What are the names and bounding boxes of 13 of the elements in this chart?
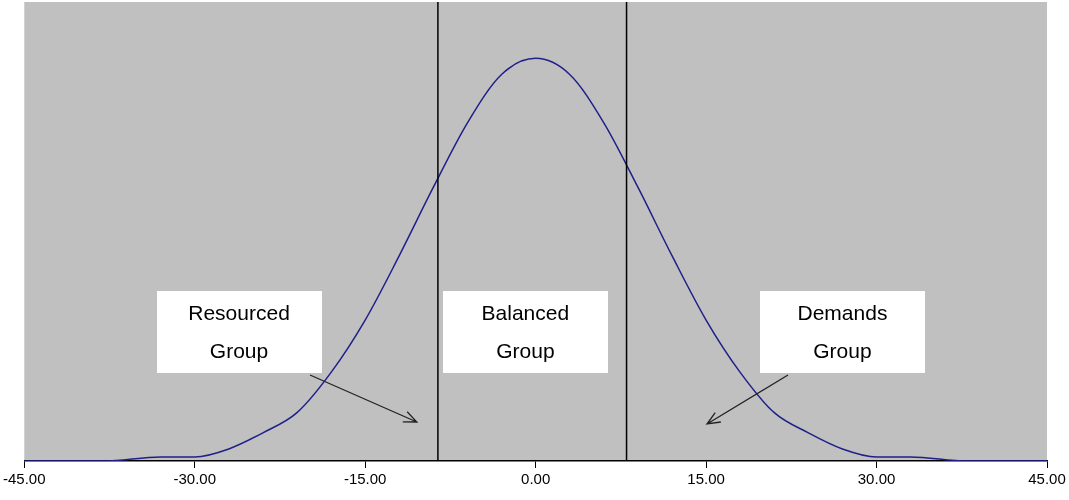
x-tick-label: 15.00 (687, 470, 725, 488)
callout-box: Demands Group (759, 291, 925, 374)
x-tick-label: -15.00 (343, 470, 387, 488)
annotation: Demands Group (796, 300, 889, 365)
callout-box: Balanced Group (442, 291, 608, 374)
annotation: Resourced Group (187, 300, 291, 365)
x-tick-label: -45.00 (2, 470, 46, 488)
x-tick-label: -30.00 (173, 470, 216, 488)
x-tick-label: 45.00 (1028, 470, 1066, 488)
x-tick-label: 0.00 (521, 470, 551, 488)
x-tick-label: 30.00 (857, 470, 896, 488)
callout-box: Resourced Group (156, 291, 322, 374)
annotation: Balanced Group (480, 300, 571, 365)
